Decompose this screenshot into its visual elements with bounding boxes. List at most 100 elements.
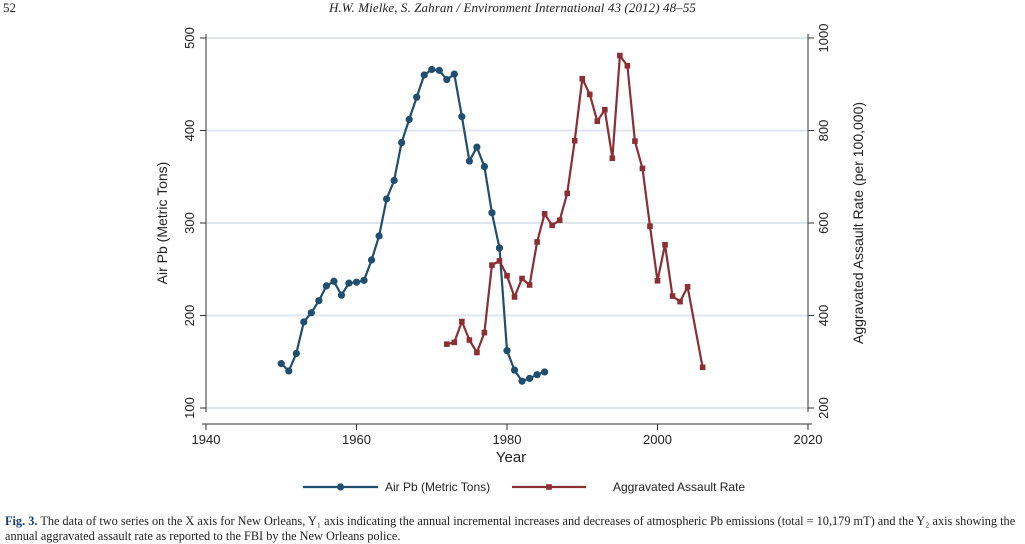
assault-rate-point [579, 75, 586, 82]
assault-rate-point [519, 275, 525, 282]
y2-tick-label: 600 [816, 212, 831, 234]
y1-tick-label: 200 [182, 305, 197, 327]
assault-rate-point [586, 91, 593, 98]
assault-rate-point [481, 329, 488, 336]
air-pb-point [443, 76, 451, 84]
assault-rate-point [669, 293, 676, 299]
assault-rate-point [556, 217, 563, 224]
air-pb-point [322, 282, 330, 290]
assault-rate-point [549, 222, 555, 229]
assault-rate-point [444, 341, 450, 347]
air-pb-point [405, 115, 413, 123]
y2-tick-label: 1000 [816, 24, 831, 53]
assault-rate-point [639, 165, 646, 172]
air-pb-point [337, 291, 346, 299]
page-number: 52 [3, 0, 16, 15]
air-pb-point [277, 360, 285, 368]
assault-rate-point [684, 284, 691, 290]
page-header: 52 H.W. Mielke, S. Zahran / Environment … [0, 0, 1025, 18]
assault-rate-point [699, 364, 706, 371]
assault-rate-point [647, 223, 653, 230]
air-pb-point [510, 366, 519, 374]
y2-tick-label: 200 [816, 397, 831, 419]
assault-rate-point [474, 349, 480, 356]
air-pb-point [541, 368, 549, 376]
legend-assault-rate-marker [546, 484, 552, 490]
air-pb-point [488, 209, 496, 217]
assault-rate-point [602, 106, 608, 113]
y2-tick-label: 400 [816, 305, 831, 327]
air-pb-point [495, 244, 504, 252]
air-pb-point [518, 377, 526, 385]
caption-label: Fig. 3. [5, 514, 38, 528]
air-pb-point [292, 349, 300, 358]
assault-rate-point [662, 241, 668, 248]
assault-rate-point [617, 52, 623, 59]
figure-caption: Fig. 3. The data of two series on the X … [5, 514, 1020, 544]
air-pb-point [435, 66, 443, 74]
air-pb-point [315, 297, 323, 305]
air-pb-point [330, 277, 338, 285]
y1-tick-label: 500 [182, 27, 197, 49]
assault-rate-point [654, 278, 661, 284]
air-pb-point [413, 93, 421, 101]
legend-assault-rate-label: Aggravated Assault Rate [613, 480, 745, 494]
air-pb-point [367, 256, 376, 264]
assault-rate-point [451, 339, 458, 346]
air-pb-point [300, 318, 308, 326]
air-pb-point [375, 232, 383, 240]
assault-rate-point [489, 262, 495, 268]
y1-axis-label: Air Pb (Metric Tons) [154, 162, 170, 285]
air-pb-point [360, 276, 368, 284]
air-pb-line [280, 68, 545, 383]
y2-tick-label: 800 [816, 120, 831, 142]
assault-rate-point [466, 337, 473, 343]
assault-rate-point [511, 294, 518, 300]
assault-rate-point [541, 210, 548, 217]
assault-rate-point [564, 190, 570, 197]
assault-rate-point [459, 318, 465, 325]
air-pb-point [390, 176, 398, 185]
x-tick-label: 2000 [643, 432, 672, 447]
air-pb-point [480, 162, 489, 171]
assault-rate-line [446, 54, 704, 368]
y1-tick-label: 300 [182, 212, 197, 234]
dual-axis-line-chart: 100 200 300 400 500 Air Pb (Metric Tons) 200 40… [154, 24, 866, 494]
assault-rate-point [594, 118, 601, 125]
y1-tick-label: 400 [182, 120, 197, 142]
air-pb-point [450, 70, 458, 78]
assault-rate-point [571, 137, 578, 144]
assault-rate-point [609, 155, 616, 162]
air-pb-point [398, 138, 406, 147]
legend-air-pb-label: Air Pb (Metric Tons) [385, 480, 490, 494]
air-pb-point [428, 65, 436, 74]
air-pb-point [345, 279, 353, 287]
assault-rate-point [526, 282, 533, 288]
air-pb-point [465, 157, 473, 165]
assault-rate-point [624, 62, 631, 69]
air-pb-point [458, 113, 466, 121]
air-pb-point [307, 309, 315, 317]
air-pb-point [383, 195, 391, 203]
air-pb-point [420, 71, 428, 79]
air-pb-point [533, 371, 541, 379]
air-pb-point [352, 278, 361, 286]
assault-rate-point [632, 138, 638, 144]
x-axis-label: Year [496, 449, 526, 466]
assault-rate-point [534, 239, 540, 245]
legend-air-pb-marker [336, 483, 345, 491]
y2-axis-label: Aggravated Assault Rate (per 100,000) [850, 102, 866, 344]
caption-text: The data of two series on the X axis for… [5, 514, 1016, 543]
air-pb-point [503, 347, 511, 355]
x-tick-label: 1940 [192, 432, 221, 447]
assault-rate-point [677, 298, 683, 305]
running-head: H.W. Mielke, S. Zahran / Environment Int… [328, 0, 697, 15]
assault-rate-point [496, 258, 503, 264]
air-pb-point [285, 367, 293, 375]
x-tick-label: 2020 [794, 432, 823, 447]
air-pb-point [525, 374, 534, 382]
x-tick-label: 1960 [342, 432, 371, 447]
air-pb-point [473, 143, 481, 151]
assault-rate-point [504, 272, 510, 279]
y1-tick-label: 100 [182, 397, 197, 419]
